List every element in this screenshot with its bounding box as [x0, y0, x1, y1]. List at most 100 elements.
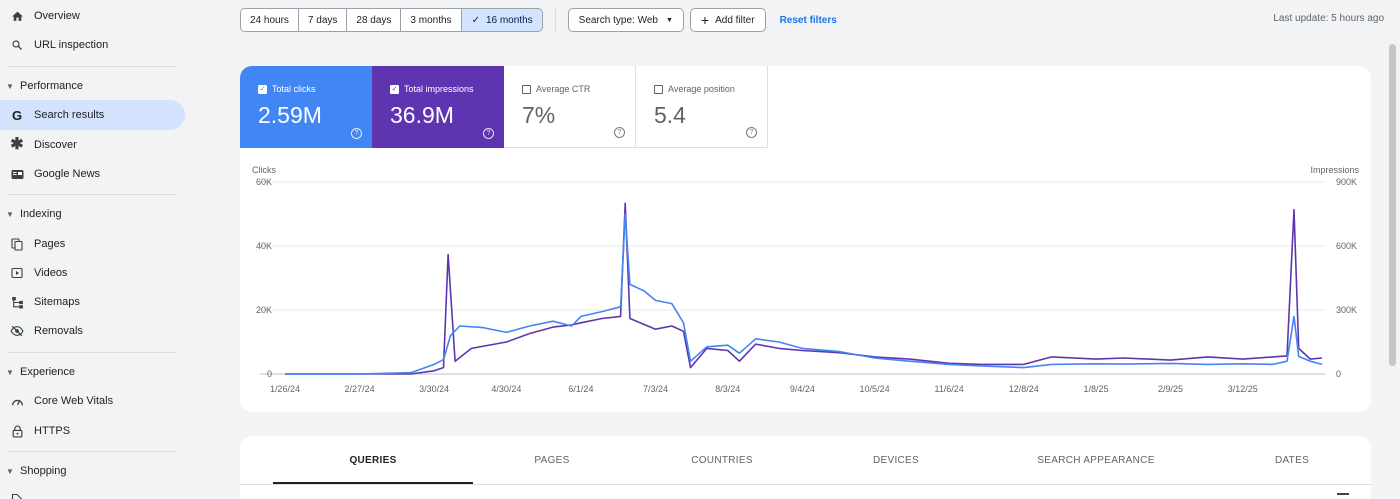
- y-tick-label-left: 0: [267, 369, 272, 379]
- range-7-days[interactable]: 7 days: [298, 9, 348, 31]
- section-shopping[interactable]: ▼ Shopping: [0, 465, 67, 477]
- metric-total-impressions[interactable]: ✓ Total impressions 36.9M ?: [372, 66, 504, 148]
- sidebar-item-label: Core Web Vitals: [34, 395, 114, 407]
- page-scrollbar[interactable]: [1389, 44, 1396, 366]
- help-icon[interactable]: ?: [351, 128, 362, 139]
- divider: [8, 66, 176, 67]
- lock-icon: [0, 425, 34, 438]
- chart-grid: [260, 181, 1325, 375]
- checkbox-checked-icon: ✓: [258, 84, 267, 94]
- last-update-text: Last update: 5 hours ago: [1273, 13, 1384, 24]
- help-icon[interactable]: ?: [483, 128, 494, 139]
- x-tick-label: 9/4/24: [790, 384, 815, 394]
- section-experience[interactable]: ▼ Experience: [0, 366, 75, 378]
- x-tick-label: 1/8/25: [1083, 384, 1108, 394]
- sidebar-item-url-inspection[interactable]: URL inspection: [0, 30, 185, 60]
- x-tick-label: 10/5/24: [860, 384, 890, 394]
- sidebar-item-label: Google News: [34, 168, 101, 180]
- section-label: Shopping: [20, 465, 67, 477]
- right-axis-label: Impressions: [1310, 165, 1359, 175]
- sidebar-item-core-web-vitals[interactable]: Core Web Vitals: [0, 386, 185, 416]
- metric-label: Total impressions: [404, 84, 474, 94]
- sidebar-item-videos[interactable]: Videos: [0, 258, 185, 288]
- y-tick-label-right: 600K: [1336, 241, 1357, 251]
- x-tick-label: 11/6/24: [934, 384, 963, 394]
- tab-devices[interactable]: DEVICES: [872, 454, 919, 466]
- metric-label: Average CTR: [536, 84, 591, 94]
- help-icon[interactable]: ?: [614, 127, 625, 138]
- section-label: Performance: [20, 80, 83, 92]
- metric-total-clicks[interactable]: ✓ Total clicks 2.59M ?: [240, 66, 372, 148]
- range-16-months[interactable]: ✓ 16 months: [461, 9, 542, 31]
- sidebar-item-label: HTTPS: [34, 425, 71, 437]
- add-filter-label: Add filter: [715, 14, 755, 26]
- metric-average-position[interactable]: Average position 5.4 ?: [636, 66, 768, 148]
- divider: [240, 484, 1371, 485]
- performance-line-chart[interactable]: Clicks Impressions 60K 900K 40K 600K 20K 300K…: [240, 148, 1371, 412]
- sidebar-item-discover[interactable]: ✱ Discover: [0, 130, 185, 160]
- x-tick-label: 7/3/24: [643, 384, 668, 394]
- search-type-label: Search type: Web: [578, 14, 658, 26]
- date-range-selector: 24 hours 7 days 28 days 3 months ✓ 16 mo…: [240, 8, 543, 32]
- y-tick-label-right: 900K: [1336, 177, 1357, 187]
- caret-down-icon: ▼: [6, 466, 14, 476]
- tab-queries[interactable]: QUERIES: [273, 436, 473, 484]
- gauge-icon: [0, 396, 34, 407]
- plus-icon: +: [700, 12, 710, 28]
- x-tick-label: 4/30/24: [491, 384, 521, 394]
- sidebar-item-label: Videos: [34, 267, 68, 279]
- sidebar-item-removals[interactable]: Removals: [0, 316, 185, 346]
- range-label: 16 months: [485, 14, 533, 26]
- sidebar-item-label: Pages: [34, 238, 66, 250]
- range-3-months[interactable]: 3 months: [401, 9, 462, 31]
- tag-icon: [0, 493, 34, 499]
- sidebar-item-https[interactable]: HTTPS: [0, 416, 185, 446]
- date-filter-toolbar: 24 hours 7 days 28 days 3 months ✓ 16 mo…: [240, 8, 837, 32]
- sidebar-item-label: Sitemaps: [34, 296, 80, 308]
- help-icon[interactable]: ?: [746, 127, 757, 138]
- metric-value: 5.4: [654, 102, 686, 128]
- section-performance[interactable]: ▼ Performance: [0, 80, 83, 92]
- y-tick-label-left: 20K: [256, 305, 272, 315]
- range-24-hours[interactable]: 24 hours: [241, 9, 299, 31]
- sidebar-item-label: Overview: [34, 10, 80, 22]
- divider: [8, 451, 176, 452]
- metric-value: 2.59M: [258, 102, 322, 128]
- sidebar-item-product-snippets[interactable]: [0, 484, 185, 499]
- sidebar-item-search-results[interactable]: G Search results: [0, 100, 185, 130]
- reset-filters-link[interactable]: Reset filters: [779, 14, 837, 26]
- y-tick-label-left: 60K: [256, 177, 272, 187]
- checkbox-unchecked-icon: [522, 84, 531, 94]
- sidebar-item-label: Search results: [34, 109, 105, 121]
- x-tick-label: 8/3/24: [715, 384, 740, 394]
- tab-pages[interactable]: PAGES: [534, 454, 570, 466]
- sidebar-item-pages[interactable]: Pages: [0, 229, 185, 259]
- sidebar-item-label: Removals: [34, 325, 83, 337]
- section-indexing[interactable]: ▼ Indexing: [0, 208, 62, 220]
- search-type-dropdown[interactable]: Search type: Web ▼: [567, 8, 684, 32]
- section-label: Indexing: [20, 208, 62, 220]
- section-label: Experience: [20, 366, 76, 378]
- sitemap-icon: [0, 296, 34, 309]
- x-tick-label: 1/26/24: [270, 384, 300, 394]
- x-tick-label: 12/8/24: [1009, 384, 1039, 394]
- y-axis-ticks: 60K 900K 40K 600K 20K 300K 0 0: [256, 177, 1357, 379]
- divider: [8, 194, 176, 195]
- metric-label-row: Average position: [654, 84, 735, 94]
- sidebar-item-overview[interactable]: Overview: [0, 1, 185, 31]
- range-28-days[interactable]: 28 days: [347, 9, 402, 31]
- sidebar-item-google-news[interactable]: Google News: [0, 159, 185, 189]
- x-tick-label: 2/9/25: [1158, 384, 1183, 394]
- metric-tiles: ✓ Total clicks 2.59M ? ✓ Total impressio…: [240, 66, 768, 148]
- performance-chart-card: ✓ Total clicks 2.59M ? ✓ Total impressio…: [240, 66, 1371, 412]
- caret-down-icon: ▼: [6, 81, 14, 91]
- metric-value: 7%: [522, 102, 556, 128]
- metric-average-ctr[interactable]: Average CTR 7% ?: [504, 66, 636, 148]
- tab-search-appearance[interactable]: SEARCH APPEARANCE: [1037, 454, 1155, 466]
- tab-countries[interactable]: COUNTRIES: [691, 454, 753, 466]
- sidebar-item-sitemaps[interactable]: Sitemaps: [0, 287, 185, 317]
- dimension-table-card: QUERIES PAGES COUNTRIES DEVICES SEARCH A…: [240, 436, 1371, 499]
- filter-rows-icon[interactable]: [1337, 493, 1349, 495]
- tab-dates[interactable]: DATES: [1274, 454, 1310, 466]
- add-filter-button[interactable]: + Add filter: [689, 8, 766, 32]
